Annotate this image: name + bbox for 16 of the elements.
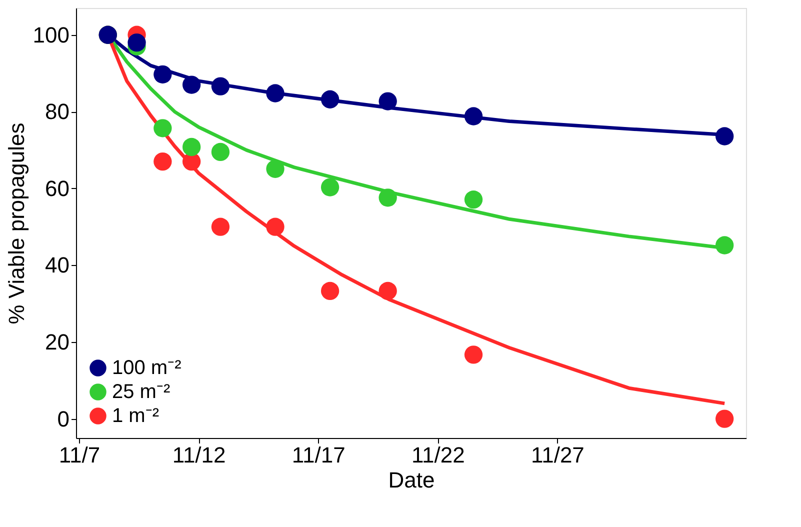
x-tick-label: 11/7: [58, 442, 100, 468]
legend-label: 1 m⁻²: [112, 405, 160, 427]
y-tick-label: 60: [45, 176, 70, 201]
y-tick-label: 40: [45, 252, 70, 278]
x-axis-title: Date: [388, 468, 435, 492]
x-tick-label: 11/12: [172, 442, 226, 468]
legend-label: 100 m⁻²: [112, 357, 182, 379]
x-tick-label: 11/22: [411, 442, 465, 468]
y-axis-title: % Viable propagules: [4, 122, 29, 324]
y-tick-label: 80: [45, 99, 70, 124]
x-tick-label: 11/27: [530, 442, 584, 468]
y-tick-label: 20: [45, 330, 70, 355]
legend-label: 25 m⁻²: [112, 381, 170, 403]
x-tick-label: 11/17: [292, 442, 346, 468]
y-tick-label: 100: [32, 22, 70, 48]
y-tick-label: 0: [57, 406, 70, 432]
